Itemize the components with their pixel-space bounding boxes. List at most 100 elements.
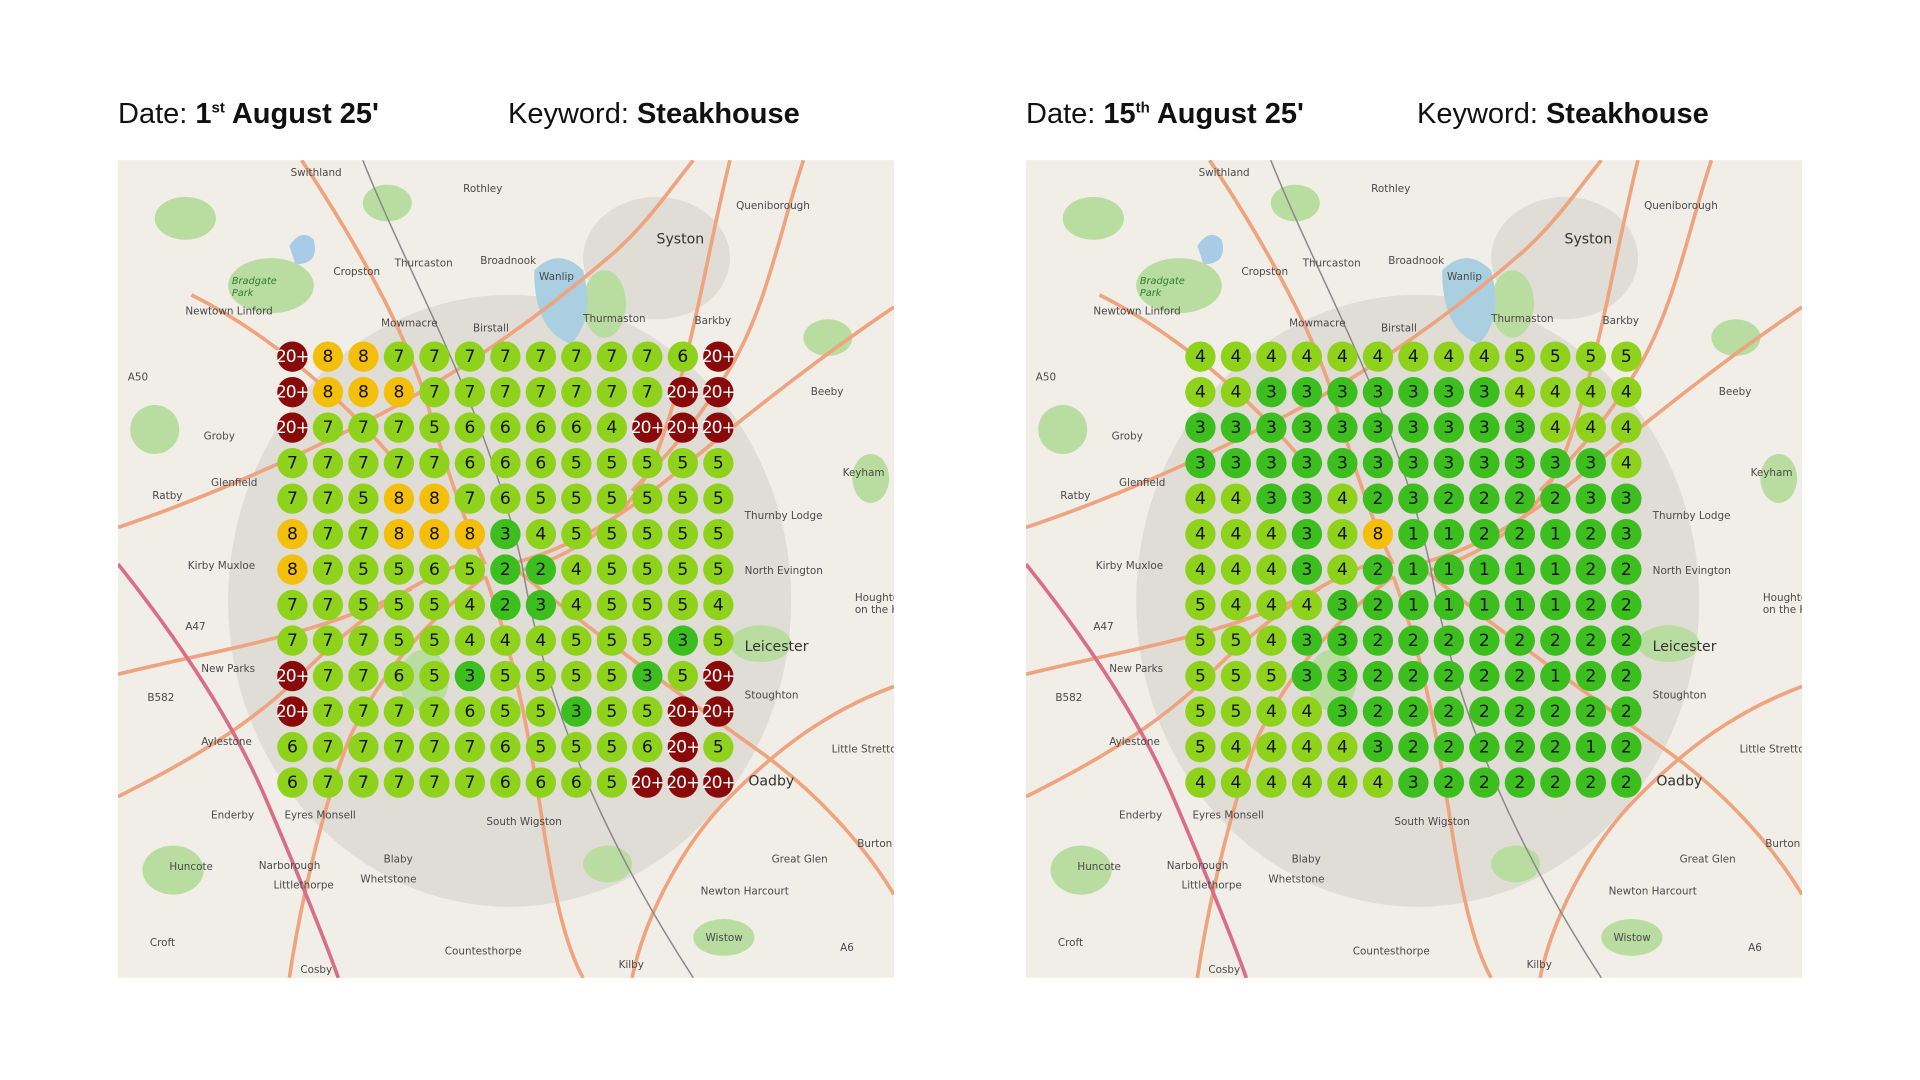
rank-pin[interactable]: 6 [490, 767, 521, 798]
rank-pin[interactable]: 5 [596, 518, 628, 550]
rank-pin[interactable]: 2 [1611, 731, 1642, 763]
rank-pin[interactable]: 5 [525, 696, 557, 727]
rank-pin[interactable]: 2 [1504, 696, 1536, 727]
rank-pin[interactable]: 5 [667, 554, 699, 585]
rank-pin[interactable]: 7 [312, 625, 344, 656]
rank-pin[interactable]: 5 [703, 447, 734, 479]
rank-pin[interactable]: 3 [1291, 518, 1323, 550]
rank-pin[interactable]: 4 [1220, 341, 1252, 372]
rank-pin[interactable]: 3 [1256, 376, 1287, 408]
rank-pin[interactable]: 4 [1256, 696, 1287, 727]
rank-pin[interactable]: 2 [1504, 483, 1536, 514]
rank-pin[interactable]: 20+ [276, 412, 310, 443]
rank-pin[interactable]: 4 [1327, 518, 1358, 550]
rank-pin[interactable]: 4 [1220, 767, 1252, 798]
rank-pin[interactable]: 5 [561, 625, 592, 656]
rank-pin[interactable]: 20+ [276, 660, 310, 692]
rank-pin[interactable]: 3 [1327, 696, 1358, 727]
rank-pin[interactable]: 7 [525, 341, 557, 372]
rank-pin[interactable]: 4 [1327, 731, 1358, 763]
rank-pin[interactable]: 6 [667, 341, 699, 372]
rank-pin[interactable]: 3 [1575, 447, 1607, 479]
rank-pin[interactable]: 7 [490, 376, 521, 408]
rank-pin[interactable]: 5 [667, 589, 699, 621]
rank-pin[interactable]: 3 [1291, 412, 1323, 443]
rank-pin[interactable]: 1 [1540, 589, 1571, 621]
rank-pin[interactable]: 1 [1433, 554, 1465, 585]
rank-pin[interactable]: 3 [1433, 376, 1465, 408]
rank-pin[interactable]: 4 [454, 589, 486, 621]
rank-pin[interactable]: 2 [1575, 554, 1607, 585]
rank-pin[interactable]: 4 [1256, 625, 1287, 656]
rank-pin[interactable]: 7 [348, 660, 379, 692]
rank-pin[interactable]: 1 [1398, 554, 1429, 585]
rank-pin[interactable]: 2 [1504, 518, 1536, 550]
rank-pin[interactable]: 4 [1220, 589, 1252, 621]
rank-pin[interactable]: 7 [277, 625, 308, 656]
rank-pin[interactable]: 20+ [666, 731, 700, 763]
rank-pin[interactable]: 4 [1256, 767, 1287, 798]
rank-pin[interactable]: 2 [1433, 696, 1465, 727]
rank-pin[interactable]: 4 [1362, 341, 1394, 372]
rank-pin[interactable]: 4 [1575, 376, 1607, 408]
rank-pin[interactable]: 7 [312, 696, 344, 727]
rank-pin[interactable]: 5 [561, 447, 592, 479]
rank-pin[interactable]: 4 [490, 625, 521, 656]
rank-pin[interactable]: 5 [667, 518, 699, 550]
rank-pin[interactable]: 5 [561, 660, 592, 692]
rank-pin[interactable]: 3 [1291, 660, 1323, 692]
rank-pin[interactable]: 5 [1185, 625, 1216, 656]
rank-pin[interactable]: 2 [1398, 731, 1429, 763]
rank-pin[interactable]: 5 [703, 731, 734, 763]
rank-pin[interactable]: 5 [596, 447, 628, 479]
rank-pin[interactable]: 7 [348, 447, 379, 479]
rank-pin[interactable]: 20+ [702, 412, 736, 443]
rank-pin[interactable]: 8 [312, 341, 344, 372]
rank-pin[interactable]: 6 [525, 412, 557, 443]
rank-pin[interactable]: 3 [1327, 660, 1358, 692]
rank-pin[interactable]: 7 [312, 660, 344, 692]
rank-pin[interactable]: 3 [561, 696, 592, 727]
rank-pin[interactable]: 4 [1575, 412, 1607, 443]
rank-pin[interactable]: 2 [1611, 589, 1642, 621]
rank-pin[interactable]: 7 [561, 341, 592, 372]
rank-pin[interactable]: 5 [667, 483, 699, 514]
rank-pin[interactable]: 3 [1327, 376, 1358, 408]
rank-pin[interactable]: 5 [632, 518, 663, 550]
rank-pin[interactable]: 1 [1540, 660, 1571, 692]
rank-pin[interactable]: 5 [596, 625, 628, 656]
rank-pin[interactable]: 3 [1220, 412, 1252, 443]
rank-pin[interactable]: 3 [1611, 518, 1642, 550]
rank-pin[interactable]: 2 [1469, 625, 1500, 656]
rank-pin[interactable]: 3 [667, 625, 699, 656]
rank-pin[interactable]: 5 [596, 696, 628, 727]
rank-pin[interactable]: 3 [1256, 483, 1287, 514]
rank-pin[interactable]: 7 [312, 412, 344, 443]
rank-pin[interactable]: 3 [1327, 589, 1358, 621]
rank-pin[interactable]: 2 [1575, 625, 1607, 656]
rank-pin[interactable]: 5 [703, 518, 734, 550]
rank-pin[interactable]: 4 [1220, 518, 1252, 550]
rank-pin[interactable]: 8 [1362, 518, 1394, 550]
rank-pin[interactable]: 5 [525, 660, 557, 692]
rank-pin[interactable]: 7 [312, 518, 344, 550]
rank-pin[interactable]: 5 [1185, 731, 1216, 763]
rank-pin[interactable]: 3 [1540, 447, 1571, 479]
rank-pin[interactable]: 3 [632, 660, 663, 692]
rank-pin[interactable]: 1 [1504, 554, 1536, 585]
rank-pin[interactable]: 4 [1220, 554, 1252, 585]
rank-pin[interactable]: 2 [1398, 660, 1429, 692]
rank-pin[interactable]: 20+ [666, 376, 700, 408]
rank-pin[interactable]: 4 [1256, 731, 1287, 763]
rank-pin[interactable]: 4 [561, 554, 592, 585]
rank-pin[interactable]: 7 [312, 483, 344, 514]
rank-pin[interactable]: 7 [277, 447, 308, 479]
rank-pin[interactable]: 6 [525, 447, 557, 479]
rank-pin[interactable]: 5 [419, 660, 450, 692]
rank-pin[interactable]: 3 [1433, 412, 1465, 443]
rank-pin[interactable]: 8 [454, 518, 486, 550]
rank-pin[interactable]: 8 [383, 376, 415, 408]
rank-pin[interactable]: 6 [454, 412, 486, 443]
rank-pin[interactable]: 3 [1398, 412, 1429, 443]
rank-pin[interactable]: 2 [1575, 518, 1607, 550]
